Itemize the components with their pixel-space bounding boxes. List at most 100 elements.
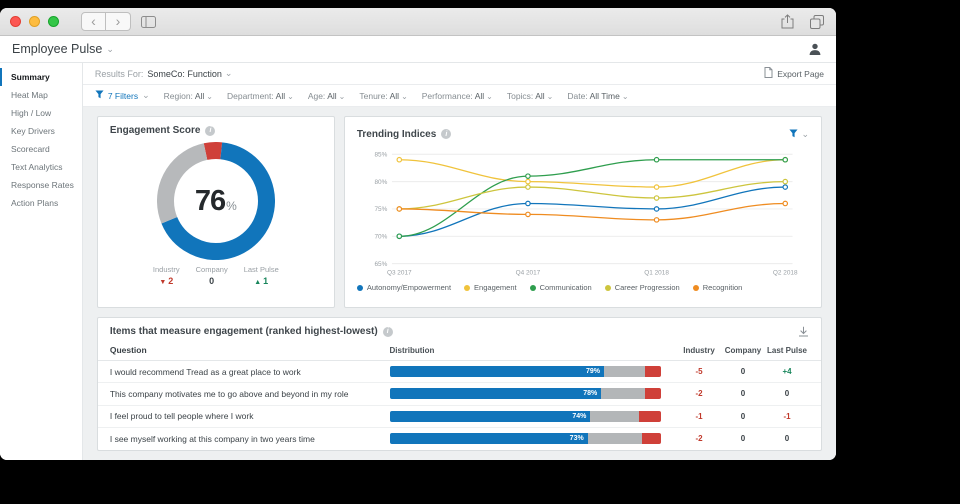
info-icon[interactable]: i — [382, 326, 393, 337]
trending-card-title: Trending Indices — [356, 128, 437, 140]
filter-tenure[interactable]: Tenure: All ⌄ — [359, 90, 408, 101]
forward-button[interactable]: › — [106, 12, 131, 31]
engagement-items-card: Items that measure engagement (ranked hi… — [96, 317, 822, 451]
filter-age[interactable]: Age: All ⌄ — [307, 90, 346, 101]
legend-engagement[interactable]: Engagement — [464, 283, 517, 292]
filter-list: Region: All ⌄ Department: All ⌄ Age: All ⌄ Ten… — [164, 91, 629, 101]
bar-neutral-segment — [603, 366, 645, 378]
legend-dot-icon — [356, 284, 363, 291]
item-company-change: 0 — [740, 411, 746, 421]
bar-favorable-segment: 79% — [389, 366, 604, 378]
item-industry-change: -2 — [695, 434, 703, 444]
stat-company: Company 0 — [195, 265, 228, 286]
legend-dot-icon — [692, 284, 699, 291]
items-table-body: I would recommend Tread as a great place… — [97, 361, 821, 450]
bar-neutral-segment — [587, 433, 642, 445]
table-row: This company motivates me to go above an… — [97, 383, 821, 406]
filter-topics[interactable]: Topics: All ⌄ — [506, 90, 554, 101]
svg-text:Q3 2017: Q3 2017 — [387, 270, 412, 277]
item-lastpulse-change: 0 — [784, 389, 790, 399]
funnel-icon — [95, 90, 104, 101]
svg-text:75%: 75% — [374, 206, 387, 213]
stat-last-pulse: Last Pulse ▲ 1 — [243, 265, 279, 286]
legend-communication[interactable]: Communication — [529, 283, 592, 292]
chart-filter-button[interactable]: ⌄ — [789, 125, 809, 143]
col-question: Question — [109, 345, 147, 355]
window-minimize-button[interactable] — [29, 16, 40, 27]
window-zoom-button[interactable] — [48, 16, 59, 27]
window-close-button[interactable] — [10, 16, 21, 27]
col-company: Company — [724, 345, 762, 355]
filter-performance[interactable]: Performance: All ⌄ — [421, 90, 493, 101]
chevron-down-icon: ⌄ — [224, 68, 233, 78]
legend-dot-icon — [464, 284, 471, 291]
dashboard-content: Engagement Score i 76 % Industry ▼ 2 Compa… — [82, 107, 836, 460]
sidebar-item-response-rates[interactable]: Response Rates — [11, 180, 74, 190]
item-company-change: 0 — [740, 389, 746, 399]
chevron-down-icon: ⌄ — [142, 90, 150, 100]
filters-toggle-button[interactable]: 7 Filters ⌄ — [95, 90, 150, 101]
legend-dot-icon — [604, 284, 611, 291]
back-button[interactable]: ‹ — [81, 12, 106, 31]
items-card-title: Items that measure engagement (ranked hi… — [109, 326, 378, 337]
trending-legend: Autonomy/Empowerment Engagement Communicat… — [345, 282, 821, 298]
sidebar-item-scorecard[interactable]: Scorecard — [11, 144, 50, 154]
browser-window: ‹ › Employee Pulse ⌄ Summary Heat Ma — [0, 8, 836, 460]
sidebar-item-summary[interactable]: Summary — [0, 68, 82, 86]
svg-text:Q1 2018: Q1 2018 — [644, 270, 669, 277]
legend-autonomy-empowerment[interactable]: Autonomy/Empowerment — [356, 283, 451, 292]
items-table-header: Question Distribution Industry Company L… — [97, 340, 821, 361]
bar-favorable-segment: 74% — [389, 410, 591, 422]
sidebar-item-high-low[interactable]: High / Low — [11, 108, 52, 118]
filters-bar: 7 Filters ⌄ Region: All ⌄ Department: All ⌄… — [82, 85, 836, 107]
bar-unfavorable-segment — [644, 388, 661, 400]
legend-recognition[interactable]: Recognition — [692, 283, 742, 292]
info-icon[interactable]: i — [441, 129, 452, 139]
distribution-cell: 78% — [389, 388, 678, 400]
sidebar-toggle-icon[interactable] — [139, 14, 158, 30]
item-question: I feel proud to tell people where I work — [109, 411, 254, 422]
distribution-cell: 73% — [389, 433, 678, 445]
window-titlebar: ‹ › — [0, 8, 836, 36]
item-company-change: 0 — [740, 367, 746, 377]
results-for-selector[interactable]: SomeCo: Function ⌄ — [147, 68, 233, 79]
item-industry-change: -5 — [695, 367, 703, 377]
col-distribution: Distribution — [389, 345, 435, 355]
distribution-bar: 78% — [389, 388, 662, 400]
bar-favorable-segment: 78% — [389, 388, 602, 400]
page-icon — [764, 67, 773, 80]
distribution-cell: 74% — [389, 410, 678, 422]
svg-text:Q2 2018: Q2 2018 — [773, 270, 798, 277]
distribution-cell: 79% — [389, 366, 678, 378]
sidebar-item-action-plans[interactable]: Action Plans — [11, 198, 59, 208]
sidebar-item-text-analytics[interactable]: Text Analytics — [11, 162, 63, 172]
funnel-icon — [789, 125, 799, 143]
bar-unfavorable-segment — [639, 410, 661, 422]
legend-dot-icon — [529, 284, 536, 291]
sidebar-item-key-drivers[interactable]: Key Drivers — [11, 126, 55, 136]
filter-department[interactable]: Department: All ⌄ — [226, 90, 294, 101]
trending-chart: 65% 70% 75% 80% 85% Q3 2017 Q4 2017 Q1 2018 Q2 2… — [374, 152, 798, 277]
share-icon[interactable] — [779, 12, 796, 31]
chevron-down-icon: ⌄ — [801, 128, 809, 139]
distribution-bar: 79% — [389, 366, 662, 378]
trending-indices-card: Trending Indices i ⌄ 65% 70% 75% 80% 85% Q3 2… — [343, 116, 822, 308]
stat-industry: Industry ▼ 2 — [152, 265, 180, 286]
tabs-icon[interactable] — [808, 13, 826, 31]
item-company-change: 0 — [740, 434, 746, 444]
app-header: Employee Pulse ⌄ — [0, 36, 836, 63]
export-page-button[interactable]: Export Page — [764, 67, 824, 80]
user-account-icon[interactable] — [806, 40, 824, 58]
sidebar-item-heat-map[interactable]: Heat Map — [11, 90, 48, 100]
download-icon[interactable] — [798, 326, 809, 337]
item-lastpulse-change: +4 — [782, 367, 792, 377]
filter-date[interactable]: Date: All Time ⌄ — [567, 90, 629, 101]
legend-career-progression[interactable]: Career Progression — [604, 283, 680, 292]
item-question: I would recommend Tread as a great place… — [109, 366, 301, 377]
table-row: I would recommend Tread as a great place… — [97, 361, 821, 384]
page-title: Employee Pulse — [12, 42, 103, 56]
project-title-dropdown[interactable]: Employee Pulse ⌄ — [12, 42, 114, 56]
info-icon[interactable]: i — [205, 125, 216, 136]
filter-region[interactable]: Region: All ⌄ — [163, 90, 213, 101]
table-row: I see myself working at this company in … — [98, 428, 821, 450]
